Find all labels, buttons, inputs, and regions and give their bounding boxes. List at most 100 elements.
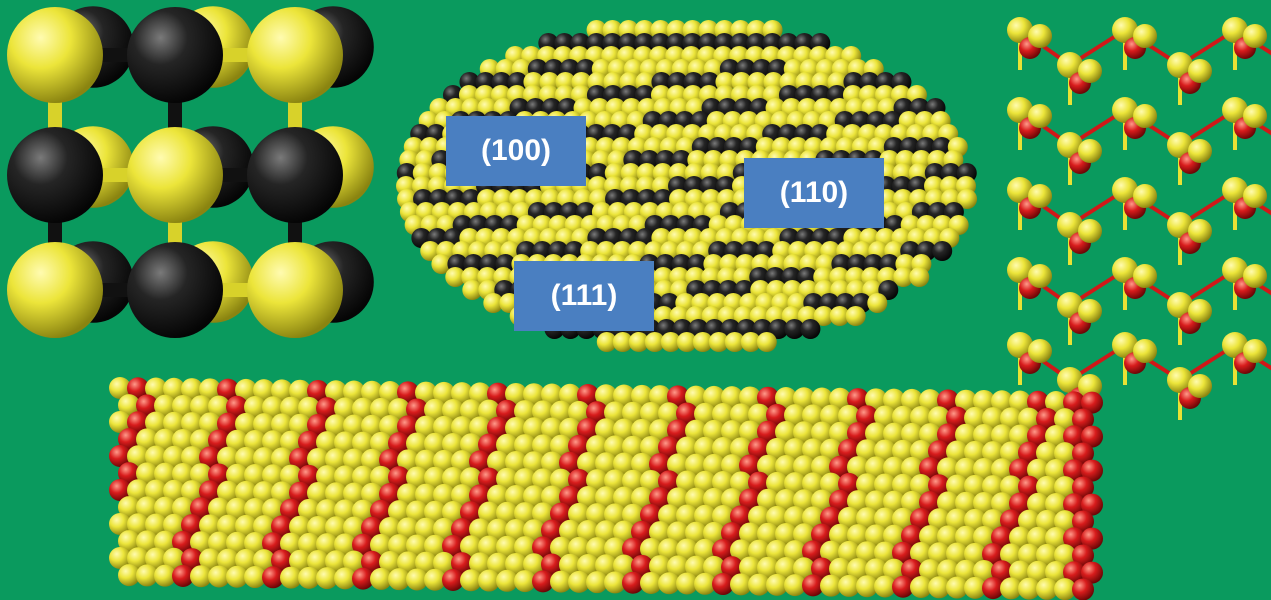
yellow-atom bbox=[874, 575, 896, 598]
red-atom bbox=[532, 536, 554, 559]
yellow-atom bbox=[431, 254, 452, 274]
red-atom bbox=[316, 397, 338, 420]
yellow-atom bbox=[442, 466, 464, 489]
yellow-atom bbox=[154, 394, 176, 417]
yellow-atom bbox=[445, 267, 466, 287]
yellow-atom bbox=[451, 484, 473, 507]
yellow-atom bbox=[1188, 219, 1212, 243]
yellow-atom bbox=[1045, 391, 1067, 414]
red-atom bbox=[226, 395, 248, 418]
yellow-atom bbox=[559, 383, 581, 406]
yellow-atom bbox=[730, 403, 752, 426]
yellow-atom bbox=[1188, 59, 1212, 83]
yellow-atom bbox=[253, 379, 275, 402]
yellow-atom bbox=[640, 401, 662, 424]
red-atom bbox=[262, 566, 284, 589]
yellow-atom bbox=[469, 552, 491, 575]
yellow-atom bbox=[604, 571, 626, 594]
yellow-atom bbox=[451, 450, 473, 473]
yellow-atom bbox=[595, 452, 617, 475]
red-atom bbox=[829, 455, 851, 478]
yellow-atom bbox=[613, 486, 635, 509]
yellow-atom bbox=[406, 466, 428, 489]
yellow-atom bbox=[856, 473, 878, 496]
yellow-atom bbox=[893, 267, 914, 287]
yellow-atom bbox=[1112, 257, 1138, 283]
yellow-atom bbox=[730, 437, 752, 460]
yellow-atom bbox=[802, 438, 824, 461]
red-atom bbox=[667, 419, 689, 442]
yellow-atom bbox=[766, 539, 788, 562]
yellow-atom bbox=[622, 503, 644, 526]
yellow-atom bbox=[532, 434, 554, 457]
red-atom bbox=[181, 514, 203, 537]
red-atom bbox=[829, 489, 851, 512]
red-atom bbox=[1072, 544, 1094, 567]
yellow-atom bbox=[631, 384, 653, 407]
yellow-atom bbox=[1112, 177, 1138, 203]
yellow-atom bbox=[973, 491, 995, 514]
yellow-atom bbox=[253, 481, 275, 504]
yellow-atom bbox=[226, 463, 248, 486]
yellow-atom bbox=[838, 404, 860, 427]
yellow-atom bbox=[568, 536, 590, 559]
yellow-atom bbox=[244, 532, 266, 555]
yellow-atom bbox=[1009, 526, 1031, 549]
yellow-atom bbox=[415, 483, 437, 506]
yellow-atom bbox=[748, 505, 770, 528]
yellow-atom bbox=[982, 441, 1004, 464]
yellow-atom bbox=[298, 396, 320, 419]
yellow-atom bbox=[973, 525, 995, 548]
yellow-atom bbox=[586, 503, 608, 526]
yellow-atom bbox=[190, 531, 212, 554]
yellow-atom bbox=[460, 467, 482, 490]
yellow-atom bbox=[514, 400, 536, 423]
yellow-atom bbox=[109, 513, 131, 535]
yellow-atom bbox=[514, 536, 536, 559]
yellow-atom bbox=[316, 567, 338, 590]
yellow-atom bbox=[685, 521, 707, 544]
yellow-atom bbox=[1243, 104, 1267, 128]
yellow-atom bbox=[748, 403, 770, 426]
yellow-atom bbox=[964, 440, 986, 463]
yellow-atom bbox=[460, 535, 482, 558]
yellow-atom bbox=[1045, 561, 1067, 584]
yellow-atom bbox=[910, 542, 932, 565]
yellow-atom bbox=[692, 332, 713, 352]
faceted-nanocrystal bbox=[396, 20, 978, 352]
yellow-atom bbox=[1167, 367, 1193, 393]
red-atom bbox=[1072, 578, 1094, 600]
yellow-atom bbox=[1027, 492, 1049, 515]
yellow-atom bbox=[856, 507, 878, 530]
yellow-atom bbox=[460, 433, 482, 456]
facet-label-110: (110) bbox=[744, 158, 884, 228]
yellow-atom bbox=[469, 382, 491, 405]
red-atom bbox=[442, 534, 464, 557]
yellow-atom bbox=[199, 548, 221, 571]
red-atom bbox=[649, 487, 671, 510]
yellow-atom bbox=[802, 506, 824, 529]
yellow-atom bbox=[955, 423, 977, 446]
yellow-atom bbox=[685, 453, 707, 476]
yellow-atom bbox=[612, 332, 633, 352]
yellow-atom bbox=[586, 435, 608, 458]
yellow-atom bbox=[964, 542, 986, 565]
yellow-atom bbox=[739, 420, 761, 443]
yellow-atom bbox=[910, 406, 932, 429]
yellow-atom bbox=[226, 565, 248, 588]
yellow-atom bbox=[775, 420, 797, 443]
yellow-atom bbox=[568, 400, 590, 423]
yellow-atom bbox=[613, 384, 635, 407]
red-atom bbox=[802, 540, 824, 563]
yellow-atom bbox=[424, 432, 446, 455]
yellow-atom bbox=[946, 508, 968, 531]
red-atom bbox=[271, 549, 293, 572]
yellow-atom bbox=[199, 514, 221, 537]
yellow-atom bbox=[721, 488, 743, 511]
yellow-atom bbox=[856, 541, 878, 564]
yellow-atom bbox=[325, 414, 347, 437]
yellow-atom bbox=[596, 332, 617, 352]
yellow-atom bbox=[307, 481, 329, 504]
yellow-atom bbox=[1188, 299, 1212, 323]
